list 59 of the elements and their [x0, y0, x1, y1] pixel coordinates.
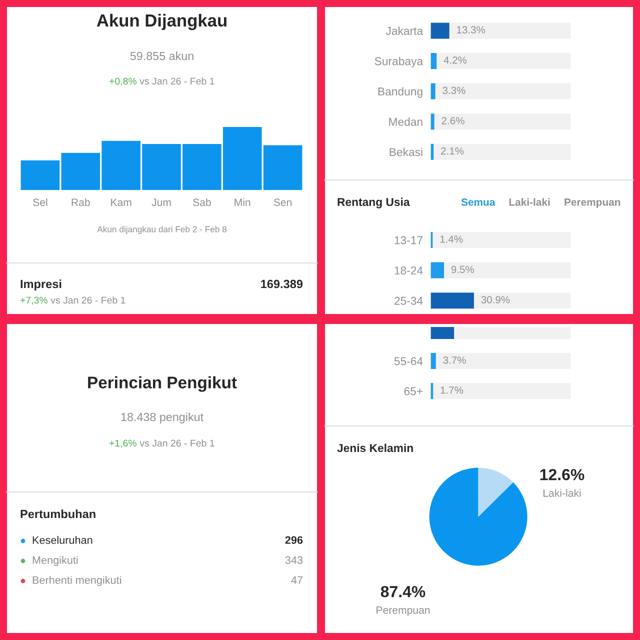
text: Pertumbuhan: [20, 509, 96, 518]
x-tick-label: Sen: [274, 198, 292, 206]
y-tick-label: Medan: [389, 117, 422, 126]
text: Akun dijangkau dari Feb 2 - Feb 8: [97, 226, 226, 234]
category-label: Mengikuti: [32, 556, 78, 566]
data-label: 296: [285, 536, 303, 544]
data-label: 47: [291, 576, 302, 584]
y-tick-label: Bekasi: [390, 148, 422, 156]
pie-slice: [478, 468, 514, 517]
category-label: Keseluruhan: [32, 536, 92, 544]
data-label: 4.2%: [444, 56, 467, 64]
y-tick-label: Jakarta: [386, 26, 424, 35]
x-tick-label: Sel: [33, 198, 48, 206]
x-tick-label: Jum: [152, 198, 171, 206]
text: Semua: [461, 198, 496, 206]
data-label: 3.3%: [442, 86, 466, 94]
text: +1,6% vs Jan 26 - Feb 1: [109, 439, 214, 448]
x-tick-label: Sab: [193, 198, 211, 206]
data-label: 13.3%: [457, 26, 486, 34]
y-tick-label: 13-17: [394, 236, 422, 244]
data-label: 1.4%: [440, 236, 463, 243]
y-tick-label: Surabaya: [374, 56, 424, 68]
slice-label: Perempuan: [376, 606, 430, 616]
y-tick-label: 25-34: [394, 296, 423, 305]
text: Impresi: [20, 279, 62, 291]
y-tick-label: 18-24: [394, 266, 423, 275]
slice-label: Laki-laki: [544, 489, 581, 497]
data-label: 87.4%: [380, 586, 426, 598]
data-label: 30.9%: [481, 296, 510, 304]
y-tick-label: 65+: [404, 387, 422, 396]
data-label: 2.1%: [441, 147, 464, 155]
bar: [430, 22, 450, 39]
y-tick-label: 55-64: [394, 357, 423, 366]
chart-title: Akun Dijangkau: [96, 14, 226, 30]
y-tick-label: Bandung: [378, 87, 422, 98]
text: Laki-laki: [509, 198, 550, 206]
data-label: 1.7%: [440, 386, 464, 394]
data-label: 9.5%: [451, 266, 474, 274]
data-label: 343: [285, 556, 303, 564]
data-label: 12.6%: [540, 468, 584, 480]
text: Perincian Pengikut: [88, 376, 237, 392]
bar: [430, 114, 434, 130]
x-tick-label: Kam: [111, 198, 132, 206]
text: 18.438 pengikut: [121, 412, 204, 424]
data-label: 3.7%: [443, 356, 466, 364]
chart-subtitle: 59.855 akun: [130, 52, 194, 60]
x-tick-label: Min: [234, 198, 250, 206]
category-label: Berhenti mengikuti: [32, 576, 121, 586]
text: +0,8% vs Jan 26 - Feb 1: [109, 77, 214, 86]
chart-title: Jenis Kelamin: [337, 444, 413, 452]
text: Perempuan: [564, 198, 620, 208]
pie-slice: [429, 468, 528, 566]
chart-title: Rentang Usia: [338, 198, 410, 208]
data-label: 2.6%: [442, 117, 464, 124]
text: +7,3% vs Jan 26 - Feb 1: [20, 296, 126, 305]
bar: [430, 53, 437, 69]
x-tick-label: Rab: [72, 198, 90, 206]
text: 169.389: [261, 280, 303, 288]
bar: [430, 83, 436, 100]
